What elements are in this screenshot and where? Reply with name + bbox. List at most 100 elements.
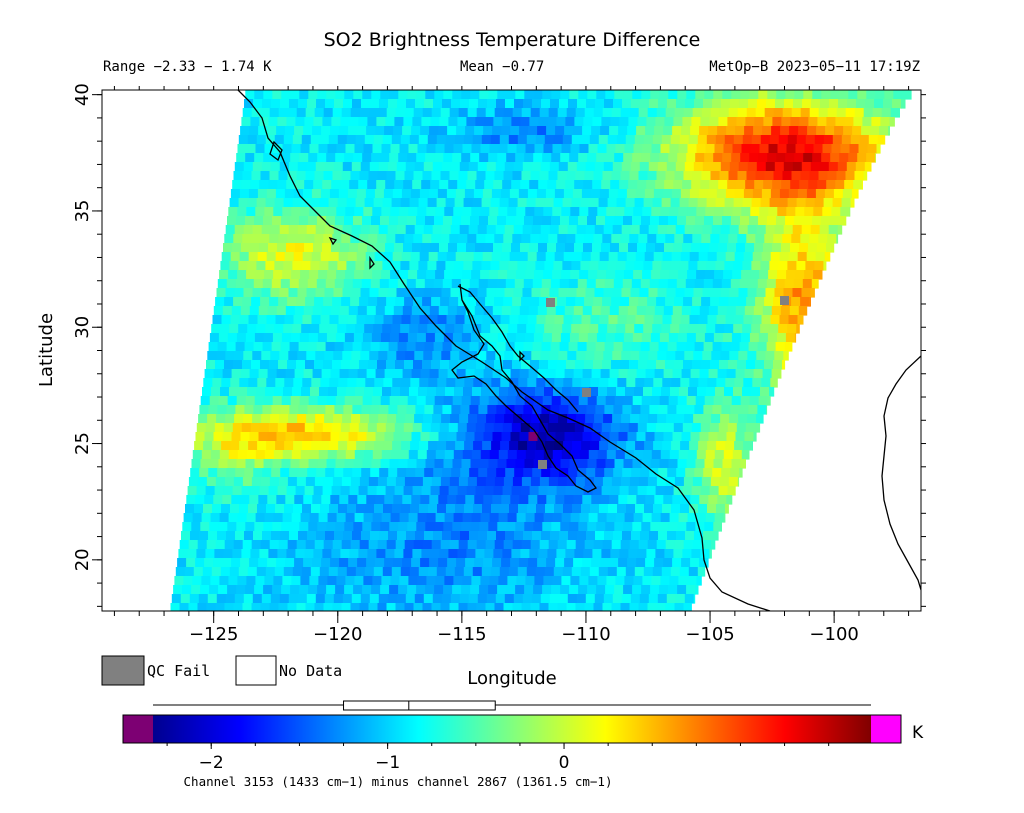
swath-pixel: [245, 90, 255, 100]
swath-pixel: [542, 153, 552, 163]
swath-pixel: [299, 153, 309, 163]
swath-pixel: [621, 414, 631, 424]
swath-pixel: [691, 117, 701, 127]
swath-pixel: [748, 99, 758, 109]
swath-pixel: [430, 486, 441, 496]
swath-pixel: [410, 189, 421, 199]
swath-pixel: [323, 297, 333, 307]
swath-pixel: [785, 90, 795, 100]
swath-pixel: [752, 441, 753, 451]
swath-pixel: [488, 585, 498, 595]
swath-pixel: [346, 387, 356, 397]
swath-pixel: [532, 342, 543, 352]
swath-pixel: [259, 243, 269, 253]
swath-pixel: [227, 216, 237, 226]
swath-pixel: [660, 144, 671, 154]
swath-pixel: [490, 387, 500, 397]
swath-pixel: [805, 261, 815, 271]
swath-pixel: [328, 135, 339, 145]
swath-pixel: [295, 243, 305, 253]
swath-pixel: [633, 576, 643, 586]
swath-pixel: [312, 495, 322, 505]
swath-pixel: [760, 324, 770, 334]
swath-pixel: [360, 351, 370, 361]
swath-pixel: [302, 378, 312, 388]
swath-pixel: [471, 513, 482, 523]
swath-pixel: [524, 522, 534, 532]
swath-pixel: [795, 207, 805, 217]
swath-pixel: [578, 459, 589, 469]
swath-pixel: [241, 180, 251, 190]
swath-pixel: [748, 342, 759, 352]
swath-pixel: [315, 414, 325, 424]
swath-pixel: [238, 387, 248, 397]
swath-pixel: [533, 153, 543, 163]
swath-pixel: [770, 252, 781, 262]
swath-pixel: [634, 324, 644, 334]
swath-pixel: [627, 558, 637, 568]
swath-pixel: [708, 369, 719, 379]
swath-pixel: [462, 144, 473, 154]
swath-pixel: [257, 189, 268, 199]
swath-pixel: [572, 504, 582, 514]
swath-pixel: [310, 567, 321, 577]
swath-pixel: [749, 90, 759, 100]
swath-pixel: [475, 486, 486, 496]
swath-pixel: [592, 117, 602, 127]
swath-pixel: [367, 117, 377, 127]
swath-pixel: [857, 90, 867, 100]
swath-pixel: [713, 333, 724, 343]
swath-pixel: [643, 198, 654, 208]
swath-pixel: [781, 180, 791, 190]
swath-pixel: [247, 198, 258, 208]
swath-pixel: [570, 450, 581, 460]
swath-pixel: [626, 441, 636, 451]
swath-pixel: [494, 603, 505, 611]
swath-pixel: [549, 162, 560, 172]
swath-pixel: [200, 396, 211, 406]
swath-pixel: [575, 234, 585, 244]
swath-pixel: [249, 126, 259, 136]
swath-pixel: [764, 108, 775, 118]
swath-pixel: [707, 189, 718, 199]
swath-pixel: [233, 297, 243, 307]
swath-pixel: [574, 180, 584, 190]
swath-pixel: [595, 279, 606, 289]
swath-pixel: [557, 540, 568, 550]
swath-pixel: [359, 108, 370, 118]
swath-pixel: [327, 450, 338, 460]
swath-pixel: [563, 504, 573, 514]
swath-pixel: [636, 126, 646, 136]
swath-pixel: [634, 261, 644, 271]
swath-pixel: [577, 531, 587, 541]
swath-pixel: [483, 369, 494, 379]
swath-pixel: [424, 531, 434, 541]
swath-pixel: [442, 405, 452, 415]
swath-pixel: [618, 432, 629, 442]
swath-pixel: [729, 414, 739, 424]
swath-pixel: [736, 423, 747, 433]
swath-pixel: [567, 414, 577, 424]
swath-pixel: [756, 162, 767, 172]
swath-pixel: [613, 99, 623, 109]
swath-pixel: [703, 279, 714, 289]
map-area: [102, 90, 921, 611]
swath-pixel: [867, 144, 878, 154]
swath-pixel: [606, 207, 616, 217]
swath-pixel: [782, 171, 793, 181]
swath-pixel: [416, 396, 427, 406]
swath-pixel: [234, 162, 245, 172]
swath-pixel: [741, 144, 752, 154]
swath-pixel: [482, 315, 493, 325]
swath-pixel: [561, 450, 572, 460]
swath-pixel: [481, 567, 492, 577]
swath-pixel: [643, 261, 653, 271]
swath-pixel: [344, 153, 354, 163]
swath-pixel: [284, 378, 294, 388]
swath-pixel: [534, 513, 545, 523]
swath-pixel: [379, 342, 390, 352]
swath-pixel: [251, 360, 261, 370]
swath-pixel: [670, 567, 681, 577]
swath-pixel: [371, 459, 382, 469]
swath-pixel: [651, 513, 662, 523]
